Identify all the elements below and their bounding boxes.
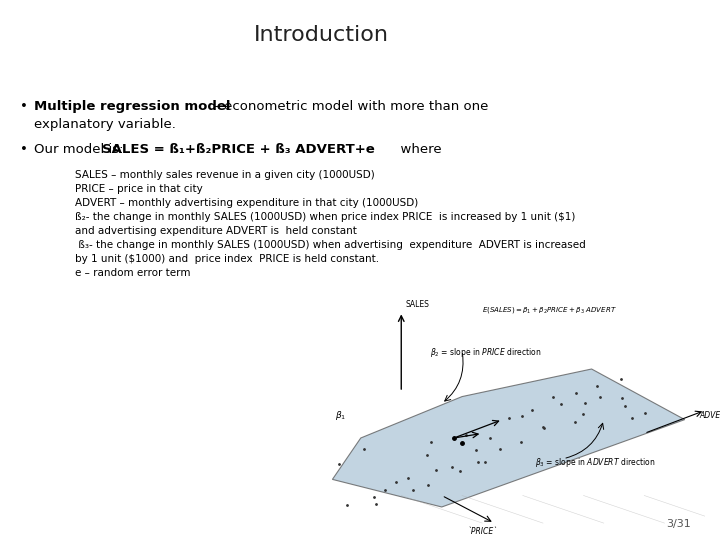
Text: $\beta_2$ = slope in $PRICE$ direction: $\beta_2$ = slope in $PRICE$ direction — [430, 346, 541, 359]
Text: $\beta_1$: $\beta_1$ — [335, 408, 346, 422]
Text: `PRICE`: `PRICE` — [467, 526, 498, 536]
Text: – econometric model with more than one: – econometric model with more than one — [209, 100, 488, 113]
Text: PRICE – price in that city: PRICE – price in that city — [75, 184, 203, 194]
Text: $E(SALES) = \beta_1 + \beta_2PRICE + \beta_3\ ADVERT$: $E(SALES) = \beta_1 + \beta_2PRICE + \be… — [482, 305, 617, 315]
Text: ADVERT – monthly advertising expenditure in that city (1000USD): ADVERT – monthly advertising expenditure… — [75, 198, 418, 208]
Text: e – random error term: e – random error term — [75, 268, 191, 278]
Text: and advertising expenditure ADVERT is  held constant: and advertising expenditure ADVERT is he… — [75, 226, 357, 236]
Text: SALES – monthly sales revenue in a given city (1000USD): SALES – monthly sales revenue in a given… — [75, 170, 374, 180]
Text: 3/31: 3/31 — [667, 519, 691, 529]
Text: ß₂- the change in monthly SALES (1000USD) when price index PRICE  is increased b: ß₂- the change in monthly SALES (1000USD… — [75, 212, 575, 222]
Text: ADVERT: ADVERT — [699, 410, 720, 420]
Text: by 1 unit ($1000) and  price index  PRICE is held constant.: by 1 unit ($1000) and price index PRICE … — [75, 254, 379, 264]
Text: explanatory variable.: explanatory variable. — [34, 118, 176, 131]
Text: •: • — [20, 143, 28, 156]
Text: Introduction: Introduction — [254, 25, 389, 45]
Text: SALES = ß₁+ß₂PRICE + ß₃ ADVERT+e: SALES = ß₁+ß₂PRICE + ß₃ ADVERT+e — [102, 143, 374, 156]
Text: Our model is:: Our model is: — [34, 143, 132, 156]
Text: •: • — [20, 100, 28, 113]
Text: SALES: SALES — [405, 300, 429, 309]
Text: where: where — [392, 143, 441, 156]
Polygon shape — [333, 369, 685, 507]
Text: Multiple regression model: Multiple regression model — [34, 100, 230, 113]
Text: $\beta_3$ = slope in $ADVERT$ direction: $\beta_3$ = slope in $ADVERT$ direction — [535, 456, 655, 469]
Text: ß₃- the change in monthly SALES (1000USD) when advertising  expenditure  ADVERT : ß₃- the change in monthly SALES (1000USD… — [75, 240, 586, 250]
Text: 1: 1 — [688, 25, 702, 44]
